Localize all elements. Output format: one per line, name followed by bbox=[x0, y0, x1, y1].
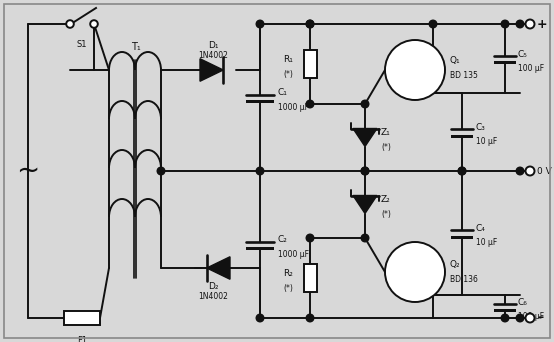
Bar bbox=[304, 264, 316, 292]
Circle shape bbox=[516, 20, 524, 28]
Text: C₃: C₃ bbox=[476, 123, 486, 132]
Circle shape bbox=[256, 314, 264, 322]
Circle shape bbox=[501, 314, 509, 322]
Text: BD 136: BD 136 bbox=[450, 276, 478, 285]
Circle shape bbox=[429, 20, 437, 28]
Text: R₁: R₁ bbox=[283, 54, 293, 64]
Circle shape bbox=[306, 314, 314, 322]
Text: R₂: R₂ bbox=[283, 268, 293, 277]
Circle shape bbox=[256, 20, 264, 28]
Text: ~: ~ bbox=[17, 157, 40, 185]
Circle shape bbox=[90, 20, 98, 28]
Circle shape bbox=[526, 19, 535, 28]
Polygon shape bbox=[353, 196, 377, 213]
Circle shape bbox=[501, 20, 509, 28]
Circle shape bbox=[157, 167, 165, 175]
Text: 1N4002: 1N4002 bbox=[198, 51, 228, 60]
Text: 10 μF: 10 μF bbox=[476, 238, 497, 247]
Circle shape bbox=[361, 234, 369, 242]
Text: 100 μF: 100 μF bbox=[518, 312, 544, 321]
Circle shape bbox=[361, 167, 369, 175]
Text: D₂: D₂ bbox=[208, 282, 218, 291]
Bar bbox=[451, 134, 473, 138]
Bar bbox=[494, 61, 516, 64]
Bar bbox=[304, 50, 316, 78]
Text: BD 135: BD 135 bbox=[450, 71, 478, 80]
Circle shape bbox=[306, 100, 314, 108]
Text: F1: F1 bbox=[77, 336, 87, 342]
Text: Z₂: Z₂ bbox=[381, 195, 391, 204]
Text: D₁: D₁ bbox=[208, 41, 218, 50]
Text: Z₁: Z₁ bbox=[381, 128, 391, 137]
Circle shape bbox=[306, 234, 314, 242]
Circle shape bbox=[385, 40, 445, 100]
Text: (*): (*) bbox=[381, 210, 391, 219]
Text: (*): (*) bbox=[381, 143, 391, 152]
Polygon shape bbox=[353, 129, 377, 146]
Text: (*): (*) bbox=[283, 284, 293, 292]
Text: 0 V: 0 V bbox=[537, 167, 552, 175]
Text: 1N4002: 1N4002 bbox=[198, 292, 228, 301]
Text: 1000 μF: 1000 μF bbox=[278, 250, 309, 259]
Circle shape bbox=[516, 314, 524, 322]
Text: C₆: C₆ bbox=[518, 298, 528, 307]
Circle shape bbox=[458, 167, 466, 175]
Polygon shape bbox=[207, 257, 230, 279]
Text: C₂: C₂ bbox=[278, 235, 288, 244]
Text: C₅: C₅ bbox=[518, 50, 528, 59]
Circle shape bbox=[306, 20, 314, 28]
Bar bbox=[64, 311, 100, 325]
Circle shape bbox=[361, 100, 369, 108]
Circle shape bbox=[256, 167, 264, 175]
Text: –: – bbox=[537, 312, 543, 325]
Circle shape bbox=[526, 167, 535, 175]
Circle shape bbox=[306, 20, 314, 28]
Bar bbox=[451, 236, 473, 239]
Text: (*): (*) bbox=[283, 69, 293, 79]
Bar bbox=[494, 309, 516, 312]
Polygon shape bbox=[200, 59, 223, 81]
Circle shape bbox=[361, 167, 369, 175]
Text: 10 μF: 10 μF bbox=[476, 137, 497, 146]
Circle shape bbox=[526, 314, 535, 323]
Text: 1000 μF: 1000 μF bbox=[278, 103, 309, 112]
Bar bbox=[246, 100, 274, 103]
Circle shape bbox=[385, 242, 445, 302]
Text: Q₁: Q₁ bbox=[450, 55, 460, 65]
Bar bbox=[246, 247, 274, 250]
Text: T₁: T₁ bbox=[131, 42, 141, 52]
Circle shape bbox=[66, 20, 74, 28]
Circle shape bbox=[458, 167, 466, 175]
Text: C₄: C₄ bbox=[476, 224, 486, 233]
Text: Q₂: Q₂ bbox=[450, 260, 460, 268]
Circle shape bbox=[516, 167, 524, 175]
Text: +: + bbox=[537, 17, 547, 30]
Text: S1: S1 bbox=[77, 40, 87, 49]
Text: 100 μF: 100 μF bbox=[518, 64, 544, 73]
Text: C₁: C₁ bbox=[278, 88, 288, 97]
